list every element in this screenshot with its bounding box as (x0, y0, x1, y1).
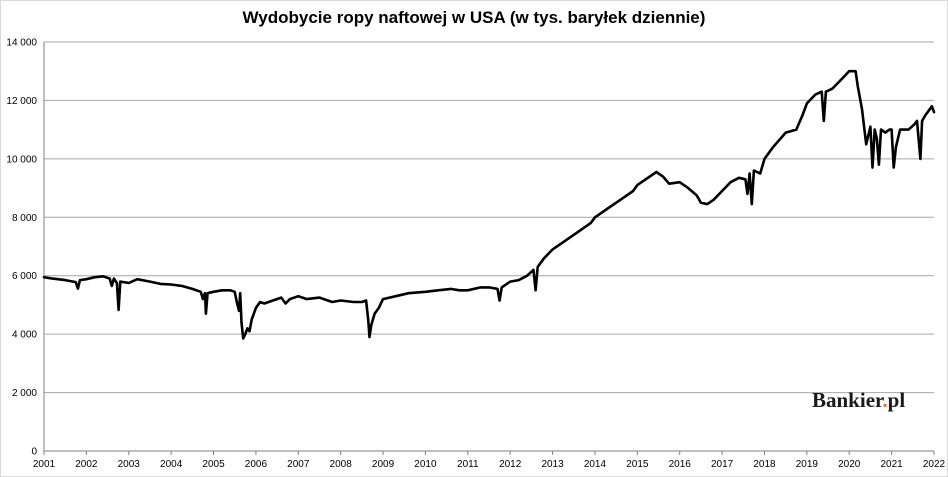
x-tick-label: 2014 (584, 459, 607, 470)
x-tick-label: 2005 (202, 459, 225, 470)
x-tick-label: 2013 (541, 459, 564, 470)
logo-dot: . (882, 388, 888, 412)
x-tick-label: 2004 (160, 459, 183, 470)
x-tick-label: 2008 (330, 459, 353, 470)
x-tick-label: 2007 (287, 459, 310, 470)
x-tick-label: 2002 (75, 459, 98, 470)
x-tick-label: 2020 (838, 459, 861, 470)
y-tick-label: 0 (31, 447, 37, 458)
x-tick-label: 2018 (753, 459, 776, 470)
x-tick-label: 2019 (796, 459, 819, 470)
x-tick-label: 2003 (118, 459, 141, 470)
x-tick-label: 2022 (923, 459, 946, 470)
y-tick-label: 6 000 (12, 271, 37, 282)
y-tick-label: 10 000 (6, 154, 37, 165)
bankier-logo: Bankier.pl (812, 388, 905, 413)
x-tick-label: 2017 (711, 459, 734, 470)
y-tick-label: 4 000 (12, 330, 37, 341)
x-tick-label: 2016 (669, 459, 692, 470)
y-tick-label: 2 000 (12, 388, 37, 399)
x-tick-label: 2001 (33, 459, 56, 470)
logo-brand: Bankier (812, 388, 883, 412)
x-tick-label: 2009 (372, 459, 395, 470)
x-tick-label: 2012 (499, 459, 522, 470)
y-tick-label: 12 000 (6, 96, 37, 107)
x-tick-label: 2010 (414, 459, 437, 470)
x-tick-label: 2006 (245, 459, 268, 470)
chart-title: Wydobycie ropy naftowej w USA (w tys. ba… (242, 8, 706, 27)
y-tick-label: 8 000 (12, 213, 37, 224)
x-tick-label: 2011 (457, 459, 479, 470)
x-tick-label: 2021 (880, 459, 903, 470)
series-line (42, 69, 936, 340)
logo-tld: pl (887, 388, 906, 412)
x-tick-label: 2015 (626, 459, 649, 470)
y-tick-label: 14 000 (6, 38, 37, 49)
